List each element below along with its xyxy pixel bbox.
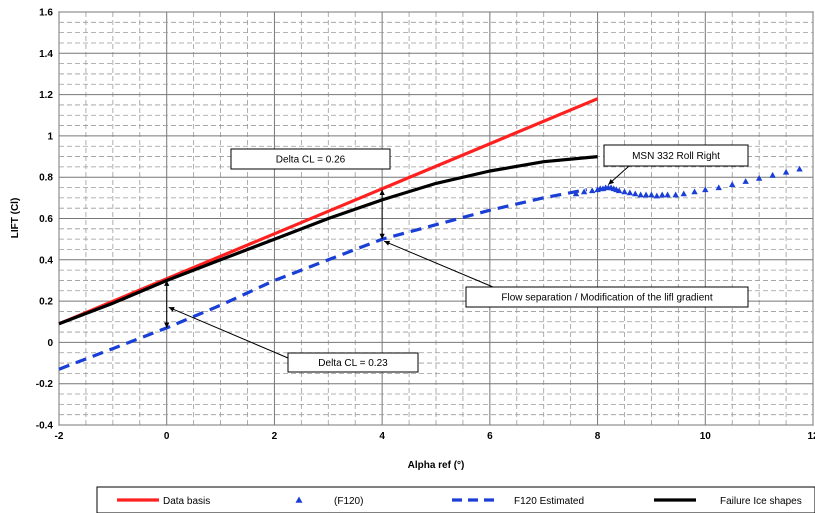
legend-label-f120: (F120) [334, 496, 363, 507]
y-tick-label: 0.4 [39, 255, 53, 266]
series-point-f120 [637, 191, 644, 198]
y-tick-label: 0 [47, 338, 53, 349]
x-tick-label: 10 [700, 431, 712, 442]
msn-332-label-text: MSN 332 Roll Right [632, 151, 720, 162]
delta-023-arrowhead-bottom [164, 322, 170, 328]
delta-023-arrowhead [168, 307, 175, 312]
series-point-f120 [642, 191, 650, 198]
series-point-f120 [769, 171, 776, 178]
series-point-f120 [580, 188, 588, 195]
series-point-f120 [782, 168, 790, 175]
series-point-f120 [729, 181, 736, 187]
series-point-f120 [615, 187, 623, 194]
flow-separation-label-text: Flow separation / Modification of the li… [501, 293, 712, 304]
series-line-data-basis [58, 97, 599, 326]
y-tick-label: 1.2 [39, 90, 53, 101]
series-point-f120 [648, 191, 655, 198]
series-point-f120 [572, 190, 580, 197]
annotations: Delta CL = 0.26 MSN 332 Roll Right Flow se… [164, 144, 749, 373]
legend: Data basis (F120) F120 Estimated Failure Ic… [117, 496, 802, 507]
x-tick-label: 4 [379, 431, 385, 442]
msn-332-label-box [603, 144, 749, 167]
series-point-f120 [653, 192, 661, 199]
flow-separation-arrowhead [384, 240, 391, 246]
legend-label-failure-ice-shapes: Failure Ice shapes [720, 496, 802, 507]
grid [58, 11, 814, 426]
series-point-f120 [691, 188, 698, 195]
delta-023-label-text: Delta CL = 0.23 [318, 358, 388, 369]
y-tick-label: 0.2 [39, 297, 53, 308]
legend-label-f120-estimated: F120 Estimated [514, 496, 584, 507]
y-tick-label: 1.4 [39, 49, 53, 60]
flow-separation-arrow-line [383, 240, 494, 288]
msn-332-arrowhead [608, 178, 615, 185]
delta-023-arrowhead-top [164, 280, 170, 286]
y-tick-label: 1 [47, 131, 53, 142]
series-point-f120 [796, 165, 803, 172]
series-point-f120 [715, 184, 722, 191]
x-axis-title: Alpha ref (°) [408, 460, 465, 471]
series-layer [58, 97, 803, 371]
x-tick-label: 8 [595, 431, 601, 442]
series-point-f120 [588, 187, 596, 194]
y-tick-label: 1.6 [39, 8, 53, 19]
x-tick-label: -2 [55, 431, 64, 442]
y-tick-label: -0.4 [36, 421, 54, 432]
series-point-f120 [680, 190, 687, 197]
series-point-f120 [626, 189, 634, 196]
x-tick-label: 6 [487, 431, 493, 442]
x-tick-label: 12 [807, 431, 815, 442]
series-point-f120 [632, 190, 639, 197]
delta-026-arrowhead-top [379, 189, 385, 195]
y-tick-label: -0.2 [36, 379, 54, 390]
delta-026-label-text: Delta CL = 0.26 [276, 155, 346, 166]
legend-swatch-f120 [295, 496, 303, 503]
series-point-f120 [742, 178, 749, 184]
series-line-f120-estimated [58, 188, 588, 371]
delta-023-label-box [287, 352, 419, 373]
series-point-f120 [621, 188, 628, 195]
series-line-failure-ice-shapes [58, 155, 598, 326]
delta-026-label-box [230, 148, 391, 170]
series-point-f120 [664, 191, 671, 198]
delta-026-arrowhead-bottom [379, 233, 385, 240]
axes: -2 0 2 4 6 8 10 12 -0.4 -0.2 0 0.2 0.4 0.6 0.8 1 1.2 1.4 1… [36, 8, 815, 443]
y-tick-label: 0.8 [39, 173, 53, 184]
y-tick-label: 0.6 [39, 214, 53, 225]
x-tick-label: 0 [164, 431, 170, 442]
series-point-f120 [659, 191, 666, 198]
y-axis-title: LIFT (Cl) [10, 198, 21, 239]
series-point-f120 [672, 191, 679, 198]
series-point-f120 [702, 186, 709, 193]
flow-separation-label-box [465, 286, 749, 308]
x-tick-label: 2 [272, 431, 278, 442]
series-point-f120 [755, 175, 763, 181]
legend-label-data-basis: Data basis [163, 496, 210, 507]
delta-023-arrow-line [168, 306, 289, 359]
